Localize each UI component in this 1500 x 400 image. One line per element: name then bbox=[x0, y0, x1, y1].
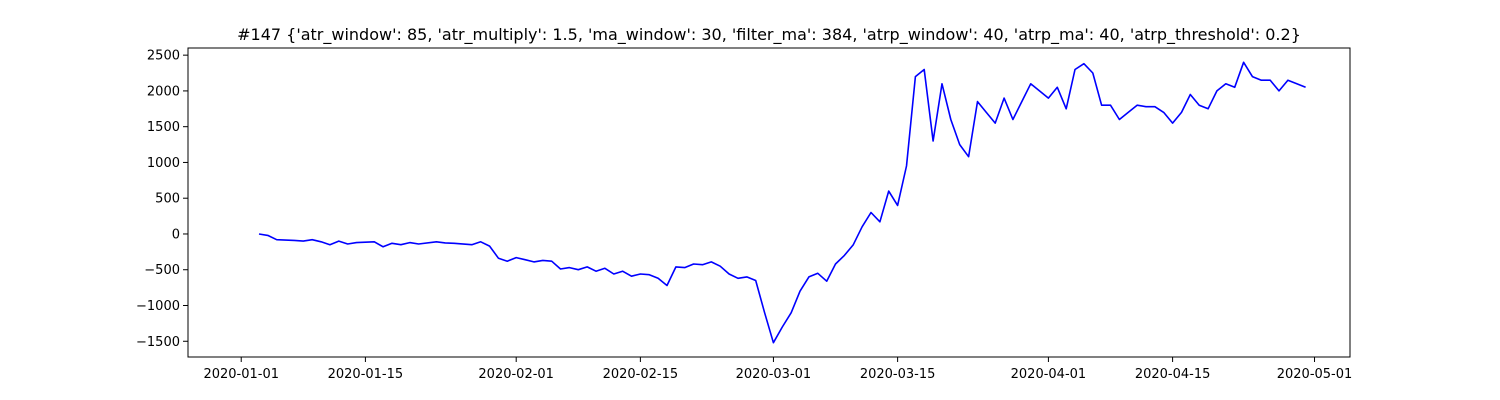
x-tick-label: 2020-02-01 bbox=[478, 367, 554, 382]
x-axis: 2020-01-01 2020-01-15 2020-02-01 2020-02-15… bbox=[203, 357, 1352, 382]
axes-frame bbox=[187, 47, 1351, 358]
y-tick-label: −500 bbox=[144, 263, 180, 278]
x-tick-label: 2020-05-01 bbox=[1277, 367, 1353, 382]
plot-area bbox=[258, 61, 1306, 344]
x-tick-label: 2020-02-15 bbox=[603, 367, 679, 382]
y-axis: 2500 2000 1500 1000 500 0 −500 −1000 −1500 bbox=[136, 49, 188, 350]
y-tick-label: 500 bbox=[155, 192, 180, 207]
series-line bbox=[258, 61, 1306, 344]
y-tick-label: 0 bbox=[172, 227, 180, 242]
x-tick-label: 2020-01-01 bbox=[203, 367, 279, 382]
y-tick-label: 2000 bbox=[147, 84, 180, 99]
x-tick-label: 2020-01-15 bbox=[328, 367, 404, 382]
y-tick-label: 1000 bbox=[147, 156, 180, 171]
x-tick-label: 2020-04-15 bbox=[1135, 367, 1211, 382]
x-tick-label: 2020-04-01 bbox=[1011, 367, 1087, 382]
y-tick-label: 2500 bbox=[147, 49, 180, 64]
chart-title: #147 {'atr_window': 85, 'atr_multiply': … bbox=[237, 25, 1301, 45]
x-tick-label: 2020-03-01 bbox=[736, 367, 812, 382]
y-tick-label: −1500 bbox=[136, 335, 180, 350]
x-tick-label: 2020-03-15 bbox=[860, 367, 936, 382]
y-tick-label: 1500 bbox=[147, 120, 180, 135]
y-tick-label: −1000 bbox=[136, 299, 180, 314]
